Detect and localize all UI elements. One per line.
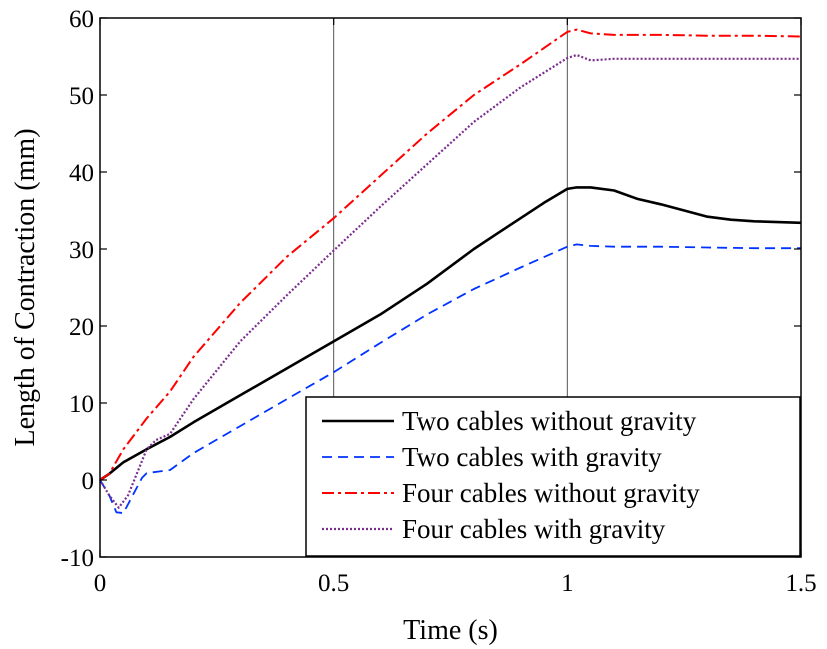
legend-label: Four cables with gravity (402, 514, 666, 544)
y-tick-label: 10 (69, 391, 94, 418)
legend: Two cables without gravity Two cables wit… (305, 396, 801, 557)
series-line-2 (99, 243, 801, 514)
plot-frame (99, 17, 802, 558)
y-tick-label: 0 (82, 468, 95, 495)
x-tick-label: 1 (561, 570, 574, 597)
legend-label: Two cables without gravity (402, 406, 697, 436)
y-axis-title: Length of Contraction (mm) (10, 128, 41, 446)
series-line-4 (99, 53, 801, 509)
plot-series (99, 28, 802, 514)
legend-label: Two cables with gravity (402, 442, 662, 472)
y-tick-label: 20 (69, 314, 94, 341)
x-tick-label: 1.5 (785, 570, 816, 597)
y-tick-label: 60 (69, 6, 94, 33)
series-line-3 (99, 28, 802, 481)
legend-label: Four cables without gravity (402, 478, 700, 508)
x-tick-label: 0.5 (318, 570, 349, 597)
y-tick-label: -10 (61, 545, 94, 572)
y-tick-label: 50 (69, 83, 94, 110)
y-tick-label: 40 (69, 160, 94, 187)
y-tick-label: 30 (69, 237, 94, 264)
x-axis-title: Time (s) (403, 615, 498, 646)
series-line-1 (99, 186, 802, 482)
x-tick-label: 0 (94, 570, 107, 597)
legend-box (305, 396, 801, 557)
